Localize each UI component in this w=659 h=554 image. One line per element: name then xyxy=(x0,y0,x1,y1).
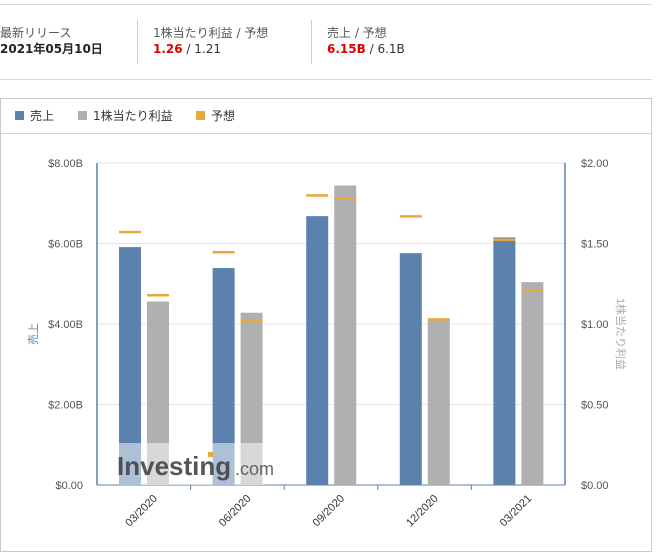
watermark-dot-icon xyxy=(208,452,213,457)
revenue-actual: 6.15B xyxy=(327,42,366,56)
left-axis-tick: $4.00B xyxy=(48,319,83,331)
x-axis-label: 12/2020 xyxy=(404,493,441,530)
x-axis-label: 03/2020 xyxy=(123,493,160,530)
section-divider xyxy=(0,79,652,80)
revenue-forecast-marker xyxy=(212,250,235,254)
eps-forecast-marker xyxy=(521,289,544,292)
revenue-forecast-marker xyxy=(119,230,141,234)
eps-bar xyxy=(147,301,169,485)
eps-forecast-marker xyxy=(240,319,263,323)
eps-forecast-marker xyxy=(334,197,357,200)
revenue-forecast-marker xyxy=(306,194,329,197)
eps-swatch-icon xyxy=(78,111,87,120)
latest-release-label: 最新リリース xyxy=(0,26,72,40)
right-axis-tick: $1.00 xyxy=(581,319,609,331)
earnings-summary: 最新リリース 2021年05月10日 1株当たり利益 / 予想 1.26 / 1… xyxy=(0,20,652,64)
left-axis-tick: $8.00B xyxy=(48,158,83,170)
revenue-bar xyxy=(493,237,516,485)
top-divider xyxy=(0,4,652,5)
left-axis-label: 売上 xyxy=(27,323,40,345)
revenue-separator: / xyxy=(365,42,378,56)
forecast-swatch-icon xyxy=(196,111,205,120)
revenue-forecast-marker xyxy=(493,238,516,241)
watermark-backdrop xyxy=(119,443,264,485)
eps-bar xyxy=(427,319,450,485)
revenue-bar xyxy=(399,253,422,485)
eps-separator: / xyxy=(182,42,195,56)
chart-plot-area: $0.00 $2.00B $4.00B $6.00B $8.00B $0.00 $0.50 $… xyxy=(27,158,628,530)
x-axis-label: 06/2020 xyxy=(217,493,254,530)
revenue-bar xyxy=(306,216,329,485)
right-axis-tick: $2.00 xyxy=(581,158,609,170)
legend-item-revenue[interactable]: 売上 xyxy=(15,109,54,123)
right-axis-tick: $0.00 xyxy=(581,480,609,492)
revenue-bar xyxy=(212,268,235,485)
summary-divider xyxy=(137,20,138,64)
revenue-bar xyxy=(119,247,141,485)
earnings-chart: 売上 1株当たり利益 予想 $0.00 $2.00B $4.00B $6.00B $8.… xyxy=(0,98,652,552)
summary-divider xyxy=(311,20,312,64)
eps-forecast: 1.21 xyxy=(194,42,221,56)
revenue-summary: 売上 / 予想 6.15B / 6.1B xyxy=(327,20,405,64)
eps-summary: 1株当たり利益 / 予想 1.26 / 1.21 xyxy=(153,20,268,64)
investing-watermark-suffix: .com xyxy=(235,459,274,479)
left-axis-tick: $0.00 xyxy=(55,480,83,492)
eps-bar xyxy=(521,282,544,485)
latest-release-date: 2021年05月10日 xyxy=(0,42,103,56)
legend-label: 予想 xyxy=(211,109,236,123)
right-axis-label: 1株当たり利益 xyxy=(614,298,628,370)
right-axis-tick: $0.50 xyxy=(581,400,609,412)
left-axis-tick: $2.00B xyxy=(48,400,83,412)
x-axis-label: 03/2021 xyxy=(498,493,535,530)
legend-item-forecast[interactable]: 予想 xyxy=(196,109,235,123)
revenue-swatch-icon xyxy=(15,111,24,120)
legend-label: 1株当たり利益 xyxy=(93,109,173,123)
left-axis-tick: $6.00B xyxy=(48,239,83,251)
investing-watermark-logo: Investing xyxy=(117,451,231,481)
eps-bar xyxy=(334,185,357,485)
x-axis-label: 09/2020 xyxy=(311,493,348,530)
legend-item-eps[interactable]: 1株当たり利益 xyxy=(78,109,173,123)
latest-release: 最新リリース 2021年05月10日 xyxy=(0,20,103,64)
eps-forecast-marker xyxy=(147,294,169,297)
legend-label: 売上 xyxy=(30,109,55,123)
revenue-forecast: 6.1B xyxy=(377,42,405,56)
revenue-forecast-marker xyxy=(399,215,422,218)
eps-actual: 1.26 xyxy=(153,42,183,56)
right-axis-tick: $1.50 xyxy=(581,239,609,251)
revenue-label: 売上 / 予想 xyxy=(327,26,387,40)
eps-forecast-marker xyxy=(427,318,450,321)
eps-bar xyxy=(240,312,263,485)
eps-label: 1株当たり利益 / 予想 xyxy=(153,26,269,40)
chart-legend: 売上 1株当たり利益 予想 xyxy=(1,99,651,134)
